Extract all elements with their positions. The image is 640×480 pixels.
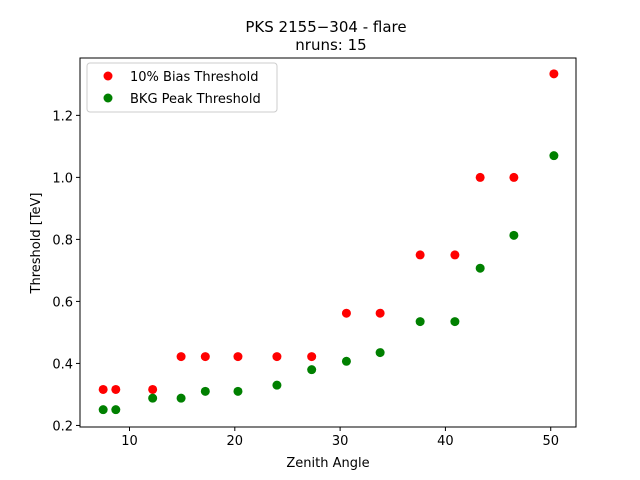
legend-label-bkg: BKG Peak Threshold	[130, 92, 261, 107]
legend-box	[86, 62, 278, 113]
bias-threshold-point	[272, 352, 282, 362]
bias-threshold-point	[307, 352, 317, 362]
y-tick-label: 1.2	[52, 109, 73, 124]
y-axis-label: Threshold [TeV]	[29, 193, 44, 295]
bias-threshold-point	[200, 352, 210, 362]
y-tick-label: 0.8	[52, 233, 73, 248]
legend: 10% Bias Threshold BKG Peak Threshold	[86, 62, 278, 113]
x-axis: 10 20 30 40 50	[121, 427, 559, 449]
bkg-peak-threshold-point	[307, 365, 317, 375]
bias-threshold-point	[415, 250, 425, 260]
bkg-peak-threshold-point	[549, 151, 559, 161]
y-tick-label: 0.2	[52, 419, 73, 434]
legend-marker-bkg	[103, 93, 113, 103]
bias-threshold-point	[148, 384, 158, 394]
bkg-peak-threshold-point	[98, 405, 108, 415]
legend-label-bias: 10% Bias Threshold	[130, 70, 259, 85]
bias-threshold-point	[98, 384, 108, 394]
axes-frame	[79, 57, 577, 428]
x-axis-label: Zenith Angle	[286, 456, 369, 471]
bias-threshold-point	[509, 172, 519, 182]
bias-threshold-point	[176, 352, 186, 362]
data-points	[98, 69, 559, 415]
bkg-peak-threshold-point	[450, 317, 460, 327]
legend-marker-bias	[103, 71, 113, 81]
bias-threshold-point	[341, 308, 351, 318]
bias-threshold-point	[450, 250, 460, 260]
bkg-peak-threshold-point	[509, 230, 519, 240]
x-tick-label: 40	[437, 434, 454, 449]
bkg-peak-threshold-point	[200, 386, 210, 396]
bkg-peak-threshold-point	[233, 386, 243, 396]
x-tick-label: 10	[121, 434, 138, 449]
chart-title: PKS 2155−304 - flare	[245, 18, 406, 36]
plot-area	[79, 57, 577, 428]
bkg-peak-threshold-point	[475, 263, 485, 273]
bkg-peak-threshold-point	[111, 405, 121, 415]
bkg-peak-threshold-point	[375, 348, 385, 358]
y-tick-label: 0.4	[52, 357, 73, 372]
x-tick-label: 30	[332, 434, 349, 449]
bkg-peak-threshold-point	[272, 380, 282, 390]
bias-threshold-point	[549, 69, 559, 79]
y-tick-label: 0.6	[52, 295, 73, 310]
x-tick-label: 20	[227, 434, 244, 449]
bias-threshold-point	[233, 352, 243, 362]
x-tick-label: 50	[542, 434, 559, 449]
y-axis: 0.2 0.4 0.6 0.8 1.0 1.2	[52, 109, 80, 434]
chart-subtitle: nruns: 15	[295, 36, 366, 54]
bkg-peak-threshold-point	[176, 393, 186, 403]
bias-threshold-point	[375, 308, 385, 318]
bkg-peak-threshold-point	[148, 393, 158, 403]
bias-threshold-point	[111, 384, 121, 394]
bkg-peak-threshold-point	[341, 356, 351, 366]
y-tick-label: 1.0	[52, 171, 73, 186]
bias-threshold-point	[475, 172, 485, 182]
bkg-peak-threshold-point	[415, 317, 425, 327]
